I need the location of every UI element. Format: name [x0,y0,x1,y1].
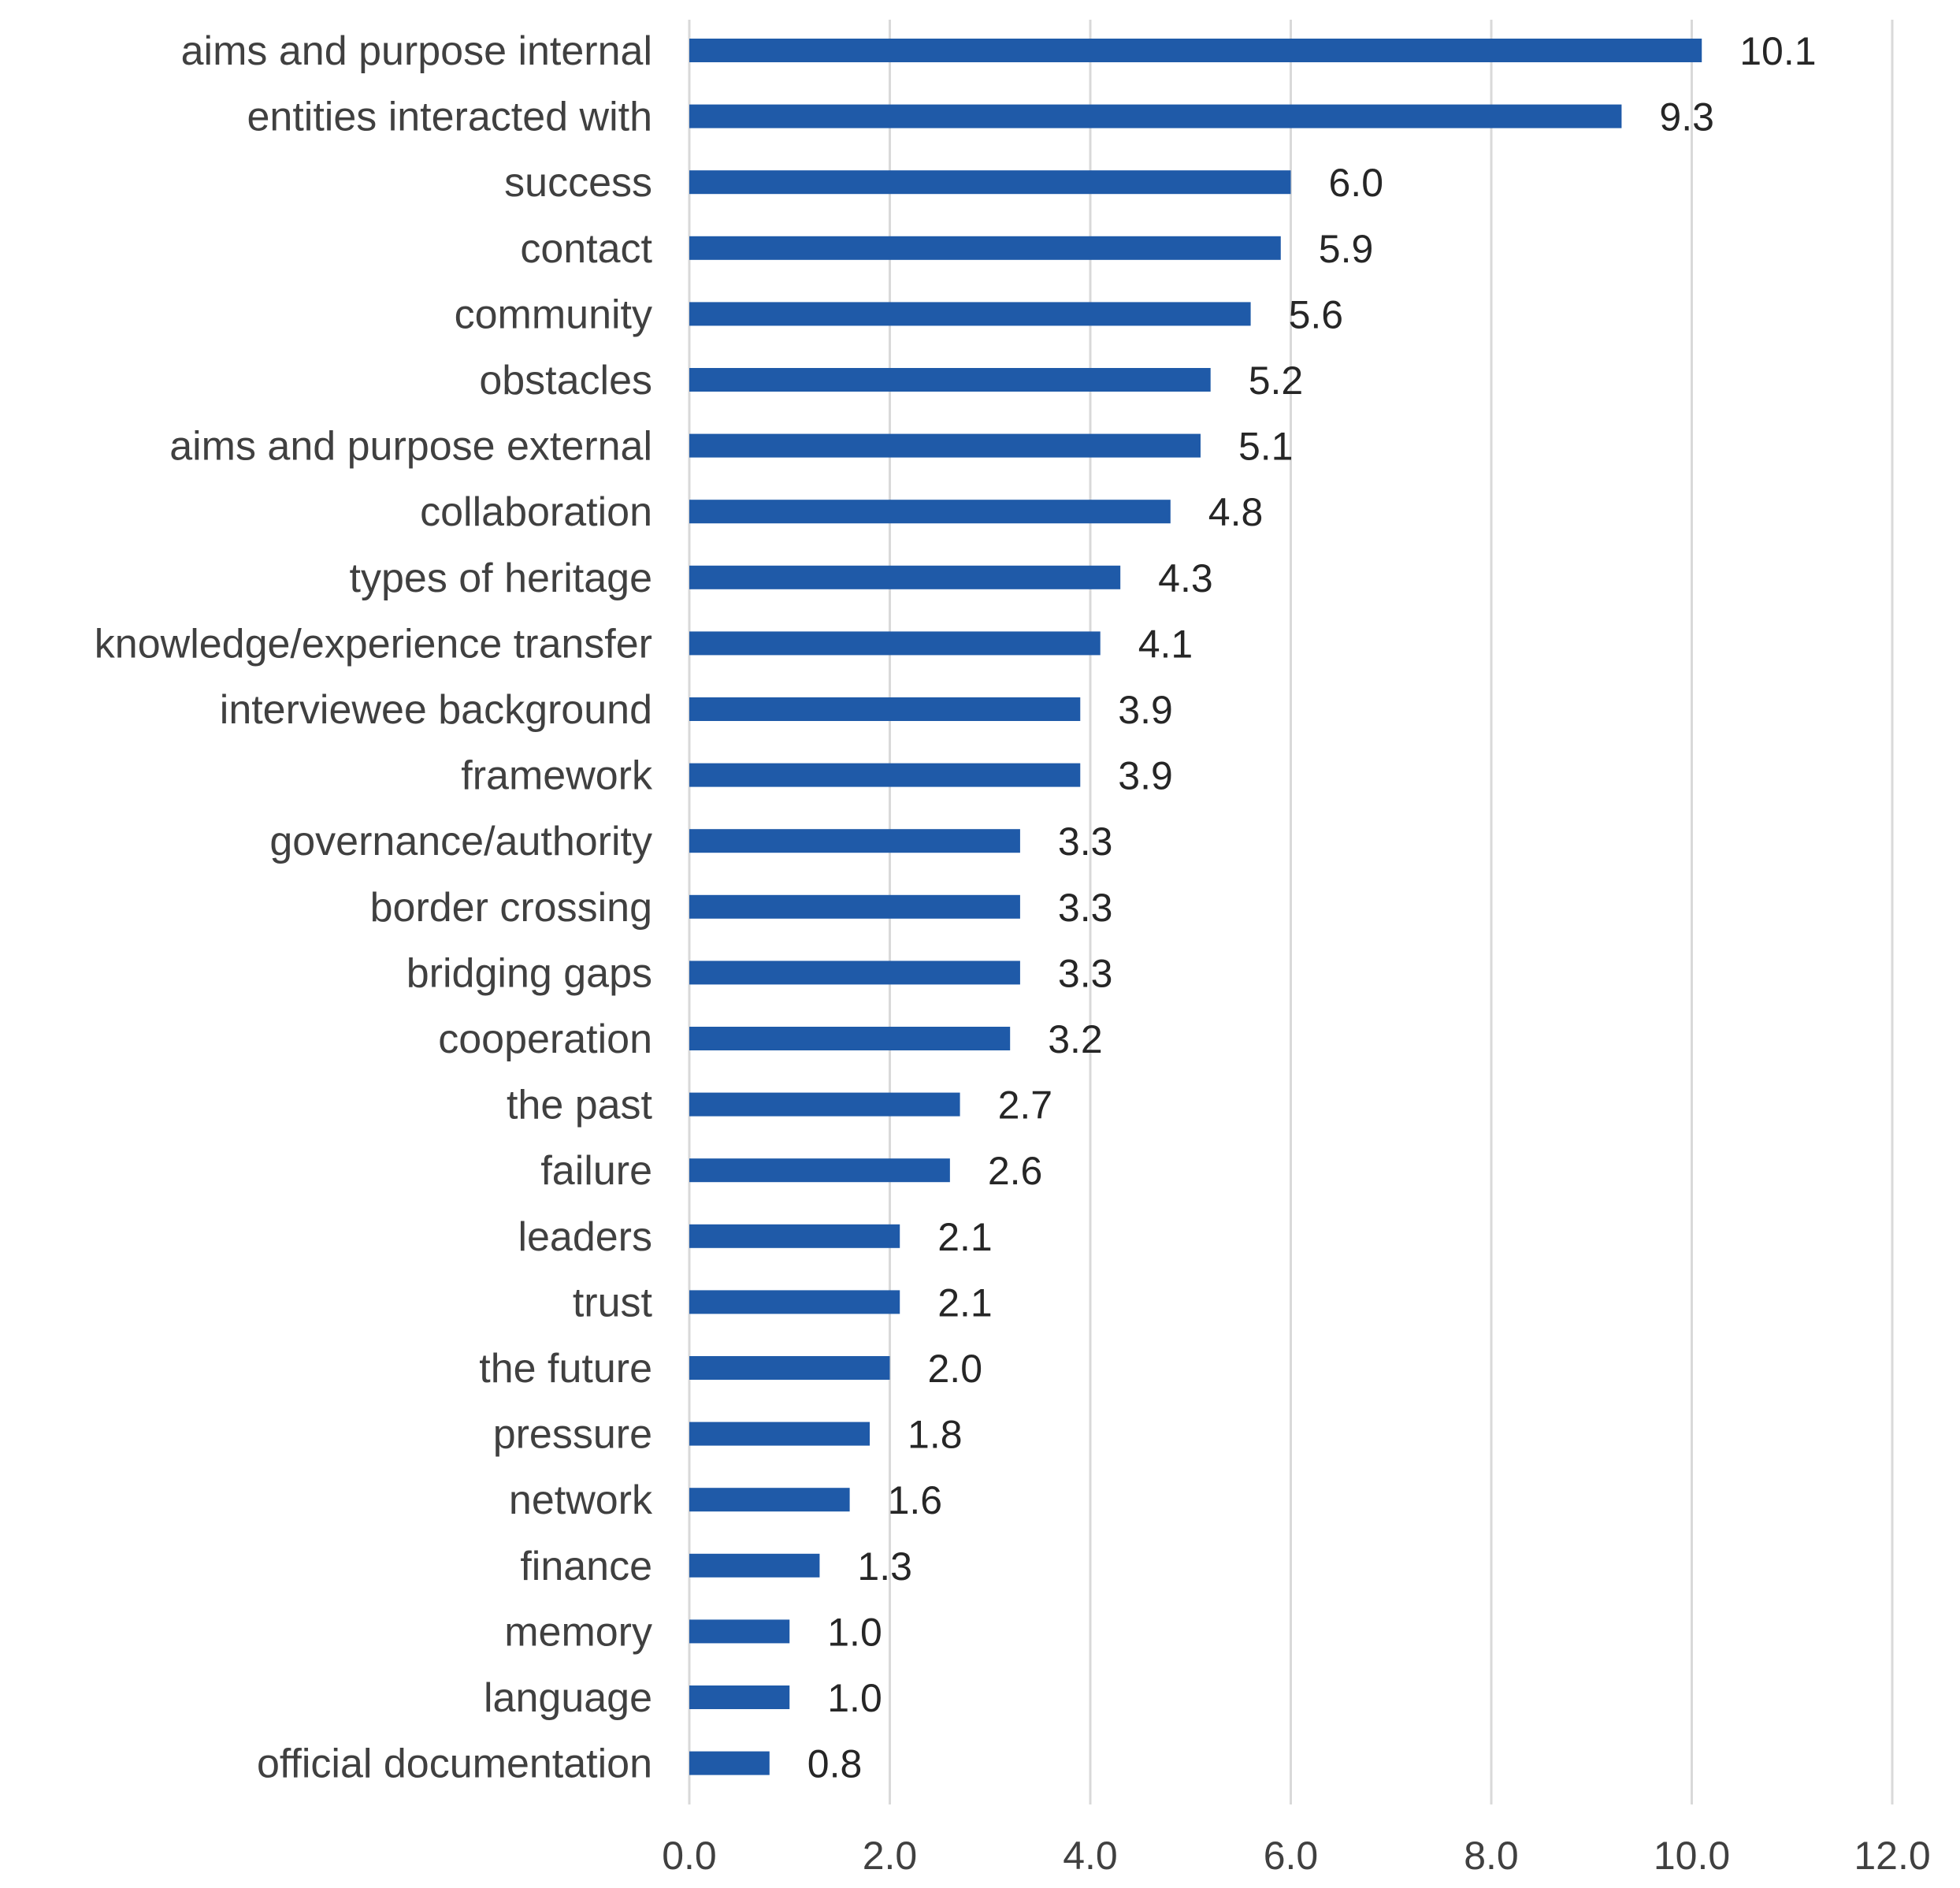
category-label: pressure [493,1412,652,1458]
value-label: 2.1 [937,1280,993,1325]
bar [689,894,1020,919]
bar [689,1290,900,1314]
value-label: 3.9 [1118,754,1173,798]
x-tick-label: 6.0 [1264,1834,1319,1878]
category-label: official documentation [257,1741,652,1787]
bar [689,1422,870,1446]
category-label: aims and purpose external [169,424,652,470]
x-tick-label: 2.0 [863,1834,918,1878]
value-label: 0.8 [807,1742,863,1786]
value-label: 5.9 [1319,227,1374,271]
bar [689,961,1020,985]
category-label: contact [520,226,652,272]
bar [689,1685,790,1709]
category-label: obstacles [479,358,652,403]
x-axis-tick-labels: 0.0 2.0 4.0 6.0 8.0 10.0 12.0 [662,1834,1930,1878]
bar [689,829,1020,853]
bar [689,1224,900,1248]
category-label: knowledge/experience transfer [95,621,652,667]
value-label: 10.1 [1739,29,1816,73]
value-label: 2.7 [998,1083,1053,1128]
value-label: 3.3 [1058,886,1113,930]
category-label: language [484,1675,652,1721]
category-label: bridging gaps [406,950,652,996]
value-label: 1.6 [888,1478,943,1522]
category-label: memory [504,1609,652,1655]
value-label: 4.1 [1138,622,1193,666]
value-label: 2.0 [928,1347,983,1391]
x-tick-label: 4.0 [1063,1834,1118,1878]
value-label: 4.3 [1158,556,1213,600]
bar [689,500,1171,524]
value-label: 5.1 [1238,425,1294,469]
value-label: 3.3 [1058,951,1113,995]
bar [689,631,1101,656]
value-label: 3.2 [1048,1017,1103,1061]
value-label: 4.8 [1208,490,1264,534]
bars [689,39,1702,1775]
category-label: governance/authority [269,819,652,864]
category-label: framework [461,753,653,799]
category-label: the future [479,1346,652,1392]
value-label: 1.3 [857,1544,912,1589]
bar [689,1488,850,1512]
x-tick-label: 12.0 [1854,1834,1930,1878]
value-label: 6.0 [1329,161,1384,205]
category-label: interviewee background [220,687,652,733]
value-label: 5.2 [1249,359,1304,403]
value-label: 1.0 [827,1610,882,1654]
category-label: types of heritage [350,556,652,601]
value-label: 3.9 [1118,688,1173,732]
bar [689,433,1201,458]
bar [689,1092,960,1117]
x-tick-label: 8.0 [1464,1834,1519,1878]
bar [689,170,1291,195]
category-label: border crossing [370,885,652,931]
bar [689,763,1081,787]
category-label: the past [507,1083,653,1128]
category-label: failure [540,1148,652,1194]
bar [689,1027,1011,1050]
bar [689,368,1211,392]
bar [689,697,1081,721]
value-label: 1.8 [908,1413,963,1457]
value-label: 2.6 [988,1149,1043,1193]
bar [689,1356,890,1380]
value-label: 2.1 [937,1215,993,1259]
bar [689,1751,770,1775]
bar [689,1619,790,1644]
value-labels: 10.19.36.05.95.65.25.14.84.34.13.93.93.3… [807,29,1817,1786]
value-label: 5.6 [1289,292,1344,336]
category-label: trust [573,1280,653,1325]
bar [689,104,1622,128]
bar [689,1158,950,1183]
value-label: 3.3 [1058,819,1113,864]
category-label: cooperation [438,1016,652,1062]
category-label: community [455,292,652,337]
bar [689,236,1281,260]
bar [689,1553,820,1578]
value-label: 1.0 [827,1676,882,1720]
value-label: 9.3 [1659,95,1714,139]
x-tick-label: 0.0 [662,1834,717,1878]
bar [689,302,1251,326]
category-label: finance [520,1544,652,1589]
x-tick-label: 10.0 [1654,1834,1730,1878]
category-label: aims and purpose internal [181,28,652,74]
category-label: leaders [518,1214,652,1260]
bar [689,39,1702,62]
category-label: collaboration [420,489,652,535]
category-label: network [509,1477,653,1523]
category-label: entities interacted with [247,95,653,140]
bar [689,565,1121,589]
category-label: success [504,160,652,206]
category-labels: aims and purpose internal entities intera… [95,28,653,1787]
